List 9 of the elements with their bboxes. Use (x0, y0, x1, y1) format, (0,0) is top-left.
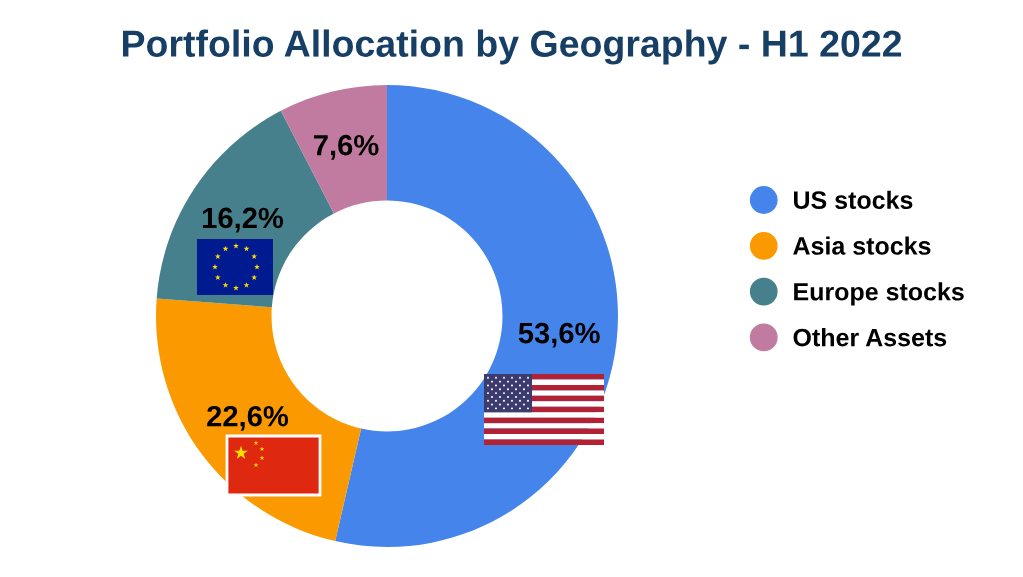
chart-title: Portfolio Allocation by Geography - H1 2022 (123, 29, 902, 65)
legend-label: Other Assets (793, 328, 947, 347)
legend-label: Asia stocks (793, 236, 931, 255)
data-label: 22,6% (207, 405, 289, 431)
data-label: 16,2% (202, 207, 284, 233)
data-label: 53,6% (518, 322, 600, 348)
legend-label: US stocks (794, 190, 913, 209)
data-label: 7,6% (314, 134, 379, 160)
legend-label: Europe stocks (794, 282, 964, 306)
